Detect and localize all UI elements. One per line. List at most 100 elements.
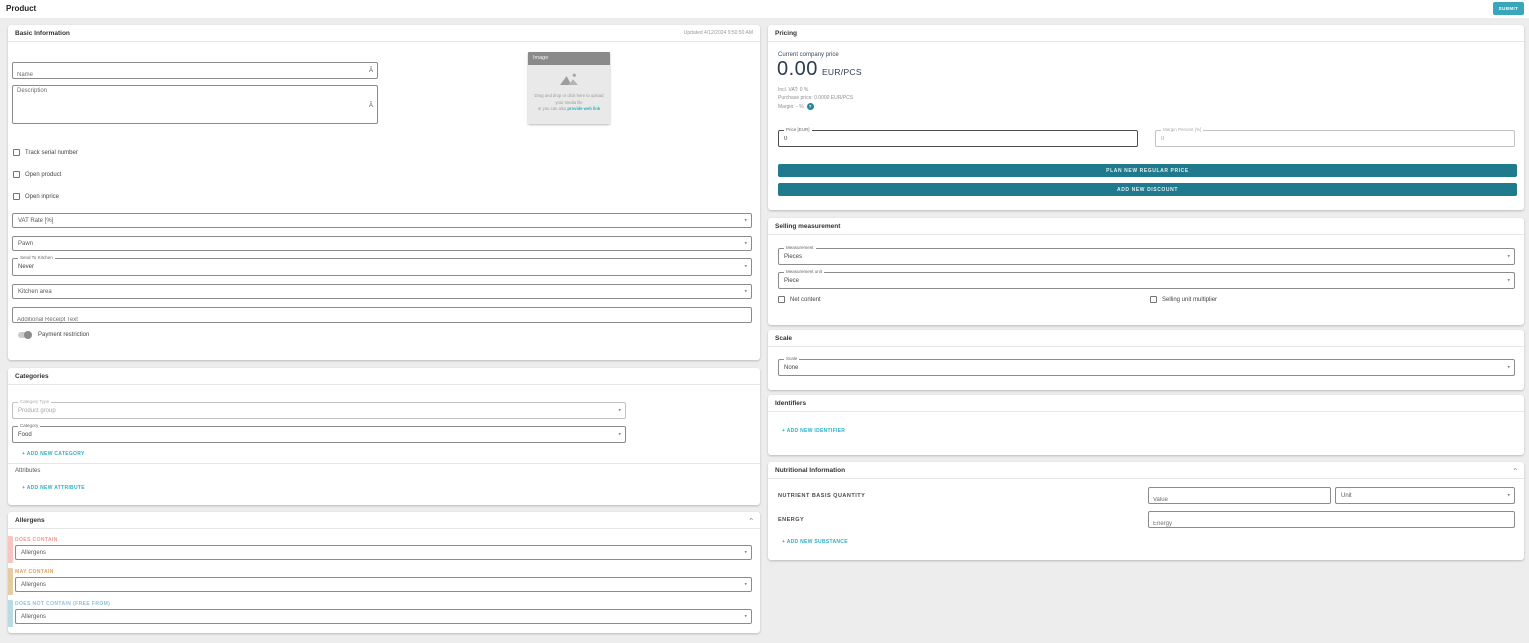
open-inprice-label: Open inprice xyxy=(25,193,60,200)
selling-measurement-header: Selling measurement xyxy=(768,218,1524,235)
scale-title: Scale xyxy=(775,334,792,342)
selling-measurement-card: Selling measurement Measurement Pieces ▾… xyxy=(768,218,1524,325)
open-inprice-checkbox[interactable] xyxy=(13,193,20,200)
name-input[interactable] xyxy=(13,67,377,83)
payment-restriction-row: Payment restriction xyxy=(18,331,89,339)
energy-input[interactable] xyxy=(1149,516,1514,532)
allergens-title: Allergens xyxy=(15,516,45,524)
plan-new-regular-price-button[interactable]: PLAN NEW REGULAR PRICE xyxy=(778,164,1517,177)
open-product-row: Open product xyxy=(13,171,61,178)
price-eur-input[interactable] xyxy=(779,131,1137,146)
chevron-down-icon: ▾ xyxy=(744,581,747,587)
chevron-down-icon: ▾ xyxy=(1507,492,1510,498)
free-from-allergens-select[interactable]: Allergens ▾ xyxy=(15,609,752,624)
chevron-down-icon: ▾ xyxy=(744,613,747,619)
additional-receipt-text-box xyxy=(12,307,752,327)
margin-text: Margin: - % xyxy=(778,103,804,110)
measurement-select[interactable]: Measurement Pieces ▾ xyxy=(778,245,1515,265)
margin-percent-field: Margin Percent [%] xyxy=(1155,127,1515,147)
allergens-header: Allergens ^ xyxy=(8,512,760,529)
measurement-unit-select[interactable]: Measurement unit Piece ▾ xyxy=(778,269,1515,289)
image-upload-title: Image xyxy=(528,52,610,65)
translate-icon[interactable]: Ā xyxy=(368,68,373,74)
toggle-knob xyxy=(24,331,32,339)
attributes-title: Attributes xyxy=(15,468,41,474)
free-from-label: DOES NOT CONTAIN (FREE FROM) xyxy=(15,601,111,607)
identifiers-title: Identifiers xyxy=(775,399,807,407)
kitchen-area-select[interactable]: Kitchen area ▾ xyxy=(12,284,752,299)
chevron-down-icon: ▾ xyxy=(744,549,747,555)
nutrient-value-input[interactable] xyxy=(1149,492,1330,508)
categories-header: Categories xyxy=(8,368,760,385)
selling-unit-multiplier-row: Selling unit multiplier xyxy=(1150,296,1217,303)
vat-rate-select[interactable]: VAT Rate [%] ▾ xyxy=(12,213,752,228)
chevron-down-icon: ▾ xyxy=(744,217,747,223)
current-price: 0.00 EUR/PCS xyxy=(777,58,862,81)
add-new-substance-link[interactable]: + ADD NEW SUBSTANCE xyxy=(782,539,848,545)
scale-header: Scale xyxy=(768,330,1524,347)
purchase-price-text: Purchase price: 0.0000 EUR/PCS xyxy=(778,95,854,101)
does-contain-allergens-select[interactable]: Allergens ▾ xyxy=(15,545,752,560)
allergens-card: Allergens ^ DOES CONTAIN Allergens ▾ MAY… xyxy=(8,512,760,633)
categories-card: Categories Category Type Product group ▾… xyxy=(8,368,760,505)
updated-timestamp: Updated 4/12/2024 9:50:50 AM xyxy=(683,30,753,36)
top-bar: Product SUBMIT xyxy=(0,0,1529,18)
may-contain-label: MAY CONTAIN xyxy=(15,569,54,575)
additional-receipt-text-input[interactable] xyxy=(13,313,751,327)
add-new-discount-button[interactable]: ADD NEW DISCOUNT xyxy=(778,183,1517,196)
identifiers-header: Identifiers xyxy=(768,395,1524,412)
category-type-select: Category Type Product group ▾ xyxy=(12,399,626,419)
identifiers-card: Identifiers + ADD NEW IDENTIFIER xyxy=(768,395,1524,455)
pawn-select[interactable]: Pawn ▾ xyxy=(12,236,752,251)
page-title: Product xyxy=(6,4,37,13)
nutritional-information-title: Nutritional Information xyxy=(775,466,846,474)
description-input[interactable] xyxy=(13,86,377,123)
payment-restriction-toggle[interactable] xyxy=(18,331,32,339)
margin-percent-input xyxy=(1156,131,1514,146)
pricing-header: Pricing xyxy=(768,25,1524,42)
net-content-checkbox[interactable] xyxy=(778,296,785,303)
track-serial-number-label: Track serial number xyxy=(25,149,78,156)
chevron-down-icon: ▾ xyxy=(618,431,621,437)
energy-box xyxy=(1148,511,1515,532)
collapse-icon[interactable]: ^ xyxy=(1513,467,1517,473)
add-new-identifier-link[interactable]: + ADD NEW IDENTIFIER xyxy=(782,428,846,434)
collapse-icon[interactable]: ^ xyxy=(749,517,753,523)
open-product-label: Open product xyxy=(25,171,62,178)
scale-select[interactable]: Scale None ▾ xyxy=(778,356,1515,376)
category-select[interactable]: Category Food ▾ xyxy=(12,423,626,443)
nutrient-unit-select[interactable]: Unit ▾ xyxy=(1335,487,1515,504)
submit-button[interactable]: SUBMIT xyxy=(1493,2,1524,15)
track-serial-number-checkbox[interactable] xyxy=(13,149,20,156)
image-placeholder-icon xyxy=(559,72,579,89)
basic-information-header: Basic Information Updated 4/12/2024 9:50… xyxy=(8,25,760,42)
price-unit: EUR/PCS xyxy=(821,67,862,77)
net-content-row: Net content xyxy=(778,296,821,303)
image-upload-dropzone[interactable]: Image Drag and drop or click here to upl… xyxy=(528,52,610,124)
incl-vat-text: Incl. VAT: 0 % xyxy=(778,87,809,93)
price-eur-field: Price [EUR] xyxy=(778,127,1138,147)
name-field-box: Ā xyxy=(12,62,378,83)
selling-measurement-title: Selling measurement xyxy=(775,222,841,230)
open-product-checkbox[interactable] xyxy=(13,171,20,178)
does-contain-label: DOES CONTAIN xyxy=(15,537,58,543)
add-new-category-link[interactable]: + ADD NEW CATEGORY xyxy=(22,451,85,457)
current-company-price-label: Current company price xyxy=(778,52,839,58)
categories-title: Categories xyxy=(15,372,49,380)
provide-web-link[interactable]: provide web link xyxy=(567,106,601,112)
may-contain-allergens-select[interactable]: Allergens ▾ xyxy=(15,577,752,592)
add-new-attribute-link[interactable]: + ADD NEW ATTRIBUTE xyxy=(22,485,85,491)
help-icon[interactable]: ? xyxy=(806,103,814,110)
margin-row: Margin: - % ? xyxy=(778,103,814,110)
chevron-down-icon: ▾ xyxy=(744,288,747,294)
chevron-down-icon: ▾ xyxy=(1507,277,1510,283)
chevron-down-icon: ▾ xyxy=(744,240,747,246)
send-to-kitchen-select[interactable]: Send To Kitchen Never ▾ xyxy=(12,255,752,276)
nutritional-information-header: Nutritional Information ^ xyxy=(768,462,1524,479)
energy-label: ENERGY xyxy=(778,517,805,523)
translate-icon[interactable]: Ā xyxy=(368,103,373,109)
selling-unit-multiplier-checkbox[interactable] xyxy=(1150,296,1157,303)
may-contain-color-bar xyxy=(8,568,13,595)
image-upload-body: Drag and drop or click here to upload yo… xyxy=(528,65,610,124)
does-contain-color-bar xyxy=(8,536,13,563)
